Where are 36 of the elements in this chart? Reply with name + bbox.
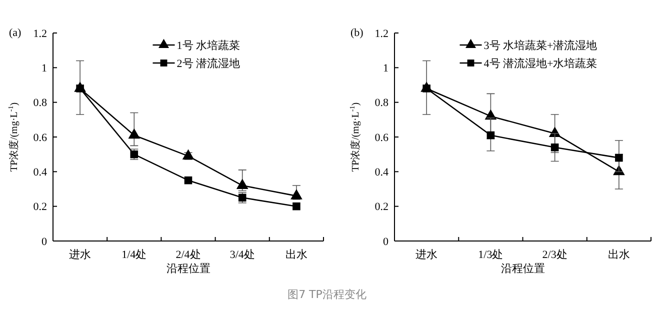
point (128, 128, 140, 139)
caption: 图7 TP沿程变化 (288, 288, 366, 301)
y-tick-label: 1 (383, 62, 388, 75)
x-tick-label: 出水 (285, 248, 308, 261)
x-axis-title: 沿程位置 (500, 263, 545, 275)
y-tick-label: 0 (42, 236, 48, 248)
x-tick-label: 1/3处 (478, 248, 504, 261)
y-tick-label: 1.2 (374, 28, 388, 40)
y-tick-label: 0 (383, 236, 389, 248)
y-tick-label: 0.6 (374, 132, 389, 144)
x-axis-title: 沿程位置 (166, 263, 210, 275)
legend-label: 3号 水培蔬菜+潜流湿地 (484, 38, 598, 52)
y-tick-label: 0.2 (33, 201, 47, 214)
y-tick-label: 0.8 (374, 97, 389, 110)
y-tick-label: 0.6 (33, 132, 48, 144)
y-tick-label: 0.8 (33, 97, 48, 110)
chart-title: (b) (350, 27, 364, 39)
x-tick-label: 进水 (69, 248, 92, 261)
y-tick-label: 0.4 (33, 166, 48, 179)
x-tick-label: 1/4处 (122, 248, 147, 261)
point (182, 149, 194, 160)
y-tick-label: 0.4 (374, 166, 389, 179)
y-tick-label: 1.2 (33, 28, 47, 40)
x-tick-label: 进水 (416, 248, 438, 261)
point (290, 189, 302, 200)
x-tick-label: 出水 (608, 248, 630, 261)
legend-label: 1号 水培蔬菜 (176, 38, 240, 52)
y-tick-label: 0.2 (374, 201, 388, 214)
x-tick-label: 2/4处 (176, 248, 201, 261)
y-tick-label: 1 (42, 62, 47, 75)
x-tick-label: 2/3处 (542, 248, 568, 261)
chart-title: (a) (9, 27, 22, 39)
legend-label: 4号 潜流湿地+水培蔬菜 (484, 56, 598, 70)
point (236, 178, 248, 189)
legend-label: 2号 潜流湿地 (176, 56, 240, 70)
x-tick-label: 3/4处 (230, 248, 255, 261)
